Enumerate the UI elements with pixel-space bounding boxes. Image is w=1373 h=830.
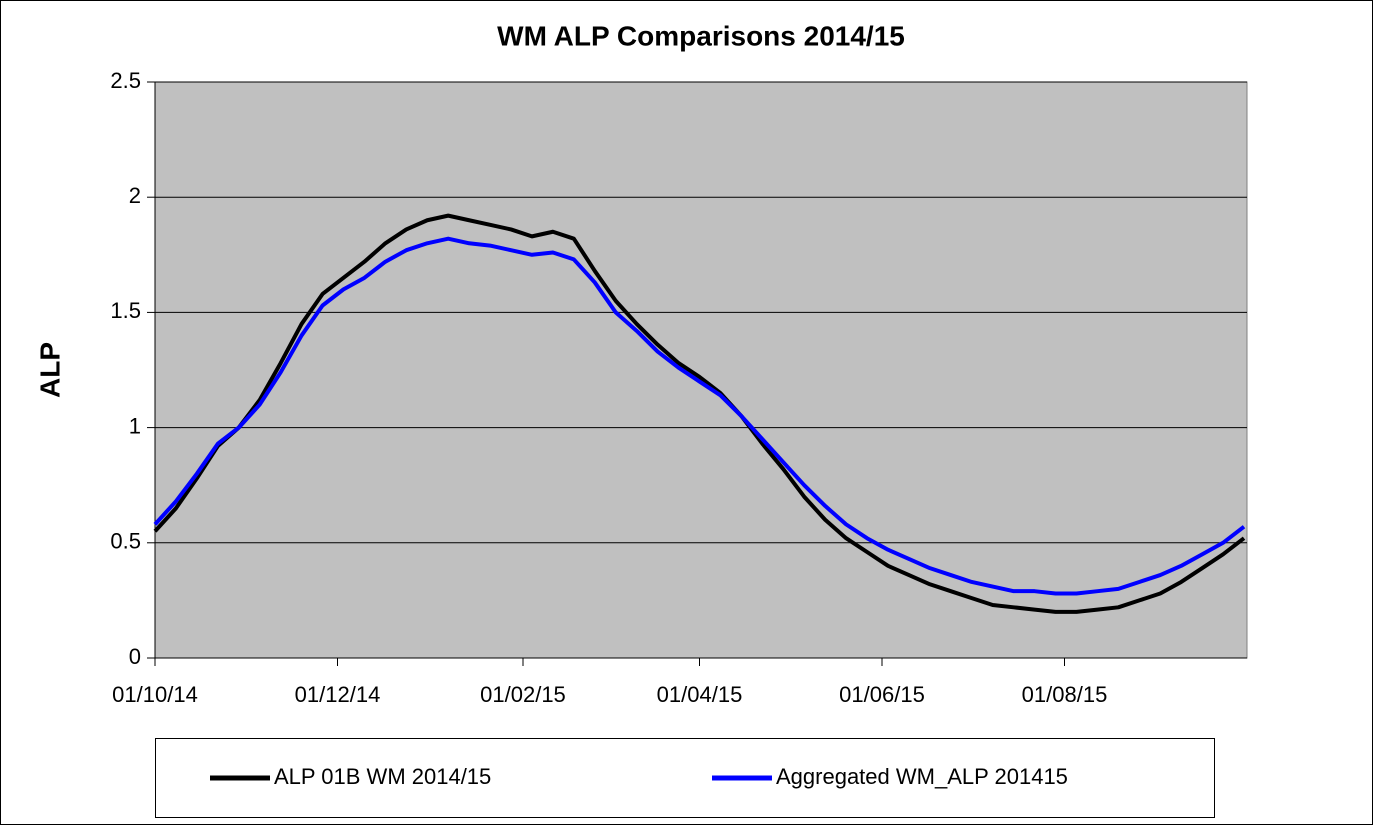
x-tick-label: 01/10/14 xyxy=(112,682,198,707)
y-tick-label: 1.5 xyxy=(110,298,141,323)
chart-title: WM ALP Comparisons 2014/15 xyxy=(497,20,905,51)
legend-box xyxy=(155,738,1215,818)
x-tick-label: 01/08/15 xyxy=(1022,682,1108,707)
data-line xyxy=(153,236,1246,596)
data-line xyxy=(153,213,1246,614)
plot-area xyxy=(154,81,1248,659)
y-tick-label: 2 xyxy=(129,183,141,208)
y-tick-label: 0.5 xyxy=(110,529,141,554)
x-tick-label: 01/06/15 xyxy=(839,682,925,707)
y-axis-label: ALP xyxy=(34,342,65,398)
legend-label: ALP 01B WM 2014/15 xyxy=(274,764,491,789)
y-tick-label: 2.5 xyxy=(110,68,141,93)
x-tick-label: 01/02/15 xyxy=(480,682,566,707)
x-tick-label: 01/12/14 xyxy=(295,682,381,707)
y-tick-label: 0 xyxy=(129,644,141,669)
legend-label: Aggregated WM_ALP 201415 xyxy=(776,764,1068,789)
x-tick-label: 01/04/15 xyxy=(657,682,743,707)
y-tick-label: 1 xyxy=(129,413,141,438)
